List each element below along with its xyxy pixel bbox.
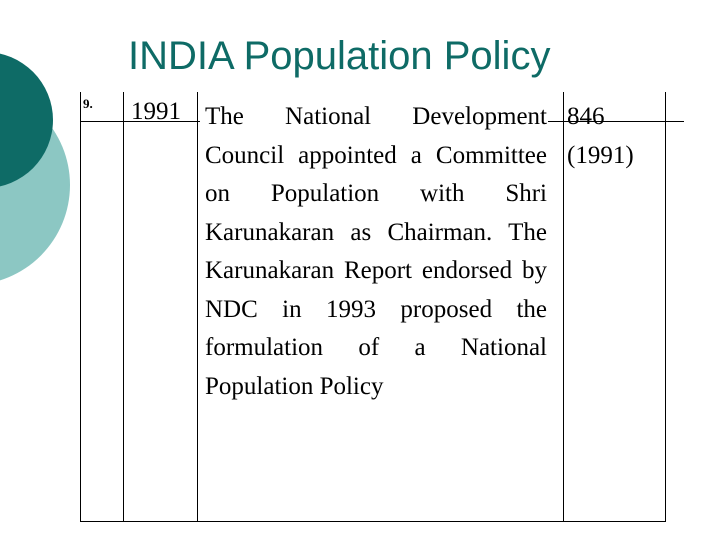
table-border-left xyxy=(80,92,81,522)
row-number: 9. xyxy=(83,96,93,111)
row-description: The National Development Council appoint… xyxy=(205,103,547,400)
reference-line-2: (1991) xyxy=(567,141,634,169)
table-border-bottom xyxy=(80,521,666,522)
page-title: INDIA Population Policy xyxy=(128,34,551,78)
row-reference: 846 (1991) xyxy=(567,98,634,175)
table-divider-2 xyxy=(197,92,198,522)
table-divider-3 xyxy=(563,92,564,522)
reference-line-1: 846 xyxy=(567,103,605,130)
dark-circle xyxy=(0,53,53,187)
header-rule-right xyxy=(548,121,684,122)
header-rule-left xyxy=(80,121,200,122)
decorative-circles xyxy=(0,53,70,281)
table-border-right xyxy=(665,92,666,522)
table-divider-1 xyxy=(123,92,124,522)
row-year: 1991 xyxy=(131,98,181,125)
